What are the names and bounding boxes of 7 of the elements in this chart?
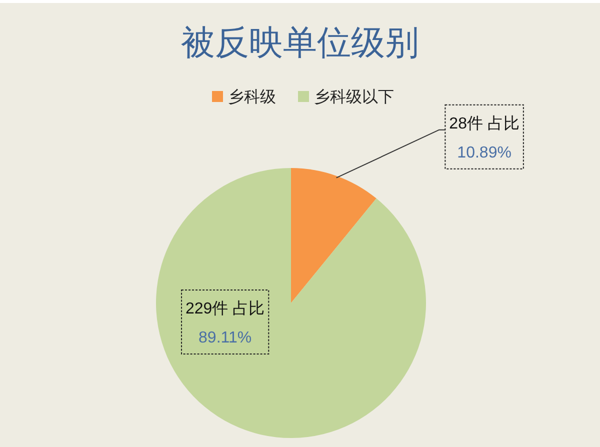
data-label: 229件 占比 89.11% [186, 299, 265, 346]
data-label: 229件 占比 89.11% [181, 289, 270, 354]
data-label: 28件 占比 10.89% [336, 104, 524, 178]
data-label: 28件 占比 10.89% [449, 114, 520, 162]
legend-label: 乡科级 [228, 89, 276, 106]
legend-label: 乡科级以下 [314, 89, 394, 106]
title: 被反映单位级别 [181, 24, 419, 62]
